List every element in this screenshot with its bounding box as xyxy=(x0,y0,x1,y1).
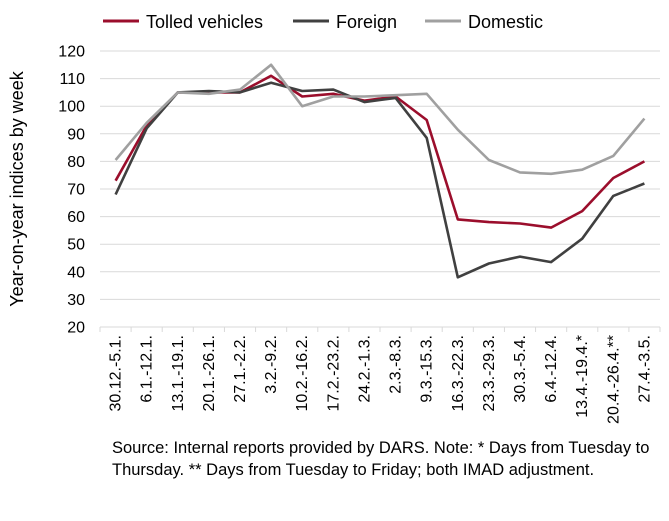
x-tick-label: 30.12.-5.1. xyxy=(108,335,125,412)
x-tick-label: 6.1.-12.1. xyxy=(139,335,156,403)
series-line-domestic xyxy=(114,63,646,176)
x-axis-ticks: 30.12.-5.1. 6.1.-12.1. 13.1.-19.1. 20.1.-26… xyxy=(108,335,654,424)
x-tick-label: 17.2.-23.2. xyxy=(325,335,342,412)
x-tick-label: 16.3.-22.3. xyxy=(450,335,467,412)
legend-label: Domestic xyxy=(468,12,543,32)
y-tick-label: 90 xyxy=(67,126,85,143)
y-tick-label: 70 xyxy=(67,182,85,199)
y-tick-label: 30 xyxy=(67,292,85,309)
x-tick-label: 2.3.-8.3. xyxy=(388,335,405,394)
legend: Tolled vehicles Foreign Domestic xyxy=(103,12,543,32)
y-tick-label: 60 xyxy=(67,209,85,226)
y-tick-label: 50 xyxy=(67,237,85,254)
x-tick-label: 27.1.-2.2. xyxy=(232,335,249,403)
x-tick-label: 13.4.-19.4.* xyxy=(574,335,591,418)
y-tick-label: 80 xyxy=(67,154,85,171)
x-tick-label: 9.3.-15.3. xyxy=(419,335,436,403)
x-tick-label: 10.2.-16.2. xyxy=(294,335,311,412)
y-tick-label: 100 xyxy=(58,99,85,116)
series-line-foreign xyxy=(114,81,645,279)
y-tick-label: 40 xyxy=(67,264,85,281)
x-tick-label: 6.4.-12.4. xyxy=(543,335,560,403)
series-lines xyxy=(114,63,646,279)
x-tick-label: 3.2.-9.2. xyxy=(263,335,280,394)
y-axis-label: Year-on-year indices by week xyxy=(7,70,27,306)
legend-label: Tolled vehicles xyxy=(146,12,263,32)
x-tick-label: 23.3.-29.3. xyxy=(481,335,498,412)
y-tick-label: 120 xyxy=(58,44,85,61)
x-tick-label: 24.2.-1.3. xyxy=(356,335,373,403)
y-tick-label: 110 xyxy=(59,71,85,88)
y-tick-label: 20 xyxy=(67,320,85,337)
x-axis xyxy=(99,326,661,332)
y-axis-ticks: 20 30 40 50 60 70 80 90 100 110 120 xyxy=(58,44,85,337)
source-note: Source: Internal reports provided by DAR… xyxy=(112,439,650,479)
series-line-tolled-vehicles xyxy=(114,74,646,229)
x-tick-label: 13.1.-19.1. xyxy=(170,335,187,412)
x-tick-label: 30.3.-5.4. xyxy=(512,335,529,403)
x-tick-label: 27.4.-3.5. xyxy=(636,335,653,403)
x-tick-label: 20.1.-26.1. xyxy=(201,335,218,412)
x-tick-label: 20.4.-26.4.** xyxy=(605,335,622,424)
gridlines xyxy=(100,50,660,300)
legend-label: Foreign xyxy=(336,12,397,32)
